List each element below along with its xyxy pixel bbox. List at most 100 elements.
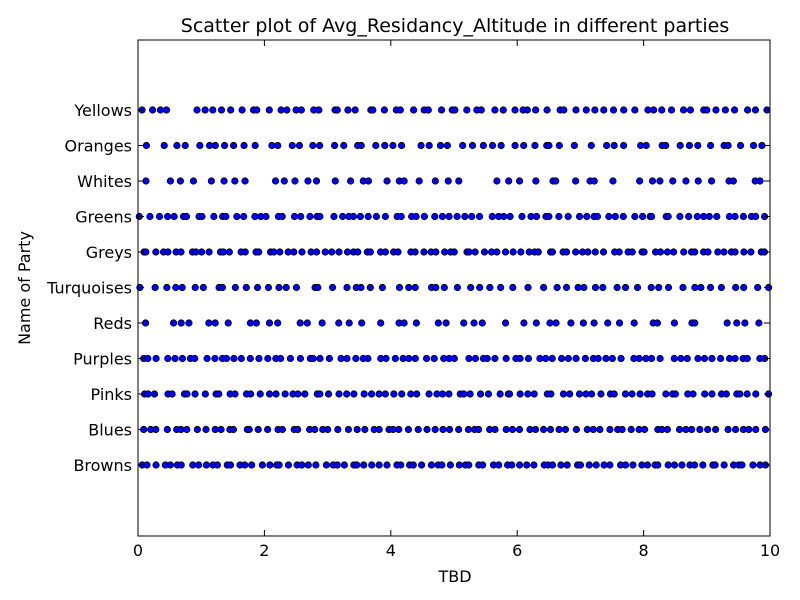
scatter-point [372,141,380,150]
scatter-point [694,177,702,185]
scatter-point [251,141,259,150]
scatter-point [191,390,199,398]
scatter-point [251,212,259,221]
scatter-point [575,212,584,221]
scatter-point [405,354,413,363]
scatter-point [220,177,228,185]
scatter-point [316,354,324,363]
scatter-point [328,283,337,292]
scatter-point [211,354,219,363]
scatter-point [724,141,732,150]
scatter-point [298,248,306,256]
scatter-point [397,212,405,221]
scatter-point [617,354,625,363]
scatter-point [330,141,339,150]
scatter-point [680,248,688,256]
scatter-point [546,319,554,327]
scatter-point [466,390,474,398]
scatter-point [242,283,250,292]
scatter-point [397,461,405,469]
scatter-point [211,425,219,434]
scatter-point [169,319,178,327]
scatter-point [532,319,540,327]
scatter-point [743,354,751,363]
scatter-point [367,390,376,398]
scatter-point [445,390,453,398]
scatter-point [484,390,493,398]
scatter-point [241,248,249,256]
scatter-point [266,461,274,469]
scatter-point [425,141,433,150]
scatter-point [182,212,191,221]
scatter-point [352,354,360,363]
scatter-point [755,319,763,327]
scatter-point [523,106,531,114]
scatter-point [539,425,548,434]
scatter-point [217,106,226,114]
scatter-point [360,461,368,469]
scatter-point [555,141,563,150]
scatter-point [705,212,713,221]
scatter-point [253,106,261,114]
scatter-point [656,248,665,256]
scatter-point [591,248,599,256]
scatter-point [252,319,260,327]
scatter-point [613,283,621,292]
scatter-point [593,212,602,221]
scatter-point [495,461,503,469]
scatter-point [636,177,644,185]
scatter-point [411,283,419,292]
scatter-point [594,354,602,363]
scatter-point [609,106,618,114]
scatter-point [168,390,176,398]
scatter-point [546,425,555,434]
scatter-point [691,283,699,292]
scatter-point [468,212,476,221]
scatter-point [335,319,343,327]
scatter-point [618,425,626,434]
scatter-point [471,354,480,363]
scatter-point [312,461,320,469]
scatter-point [276,248,284,256]
scatter-point [708,390,716,398]
scatter-point [439,425,447,434]
scatter-point [516,390,524,398]
scatter-point [353,461,361,469]
scatter-point [545,212,553,221]
scatter-point [270,248,278,256]
scatter-point [163,283,171,292]
scatter-point [690,461,699,469]
x-tick-label: 2 [259,541,269,560]
scatter-point [222,212,230,221]
scatter-point [640,248,648,256]
scatter-point [662,390,670,398]
scatter-point [717,354,725,363]
scatter-point [420,212,428,221]
scatter-point [271,177,280,185]
scatter-point [185,319,193,327]
scatter-point [491,425,499,434]
scatter-point [220,141,229,150]
scatter-point [177,248,185,256]
y-tick-label: Reds [93,314,132,333]
scatter-point [530,390,538,398]
scatter-point [286,354,295,363]
scatter-point [670,354,678,363]
scatter-point [324,390,333,398]
scatter-point [414,425,422,434]
scatter-point [213,461,221,469]
scatter-point [564,354,572,363]
scatter-point [714,248,722,256]
scatter-point [381,141,389,150]
scatter-point [670,461,679,469]
scatter-point [316,141,324,150]
scatter-point [694,141,702,150]
scatter-point [205,319,213,327]
scatter-point [312,177,321,185]
scatter-point [254,425,262,434]
scatter-point [422,354,431,363]
scatter-point [431,212,439,221]
scatter-point [643,461,652,469]
scatter-point [398,390,406,398]
scatter-point [488,212,496,221]
